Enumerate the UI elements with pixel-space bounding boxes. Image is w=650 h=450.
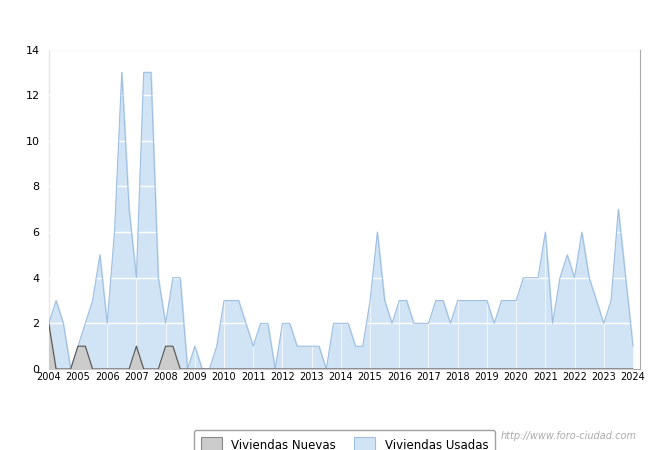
Text: Alcolea de Calatrava - Evolucion del Nº de Transacciones Inmobiliarias: Alcolea de Calatrava - Evolucion del Nº … xyxy=(90,13,560,26)
Text: http://www.foro-ciudad.com: http://www.foro-ciudad.com xyxy=(501,431,637,441)
Legend: Viviendas Nuevas, Viviendas Usadas: Viviendas Nuevas, Viviendas Usadas xyxy=(194,430,495,450)
